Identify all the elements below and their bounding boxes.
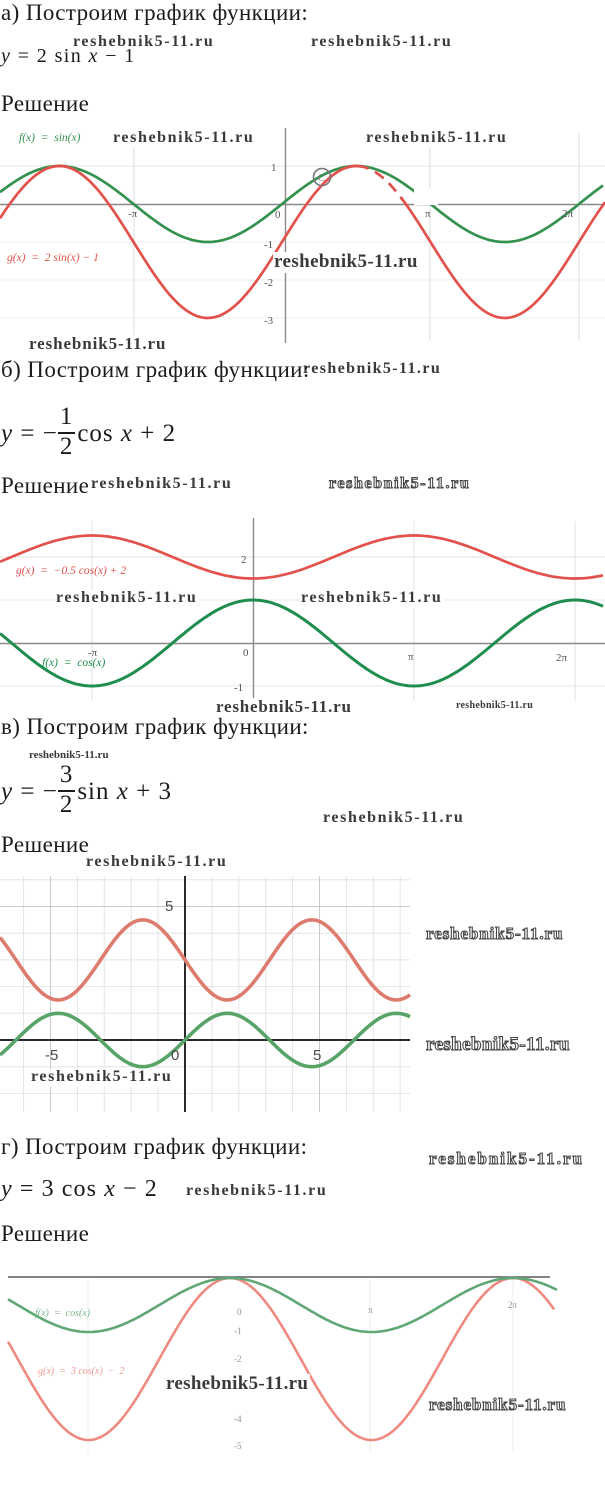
svg-text:-3: -3 [264, 315, 274, 327]
svg-text:0: 0 [243, 647, 249, 659]
svg-text:-2: -2 [234, 1354, 242, 1364]
svg-text:-1: -1 [234, 1326, 242, 1336]
svg-text:π: π [425, 208, 431, 220]
svg-text:f(x) = cos(x): f(x) = cos(x) [35, 1308, 91, 1319]
svg-text:-1: -1 [264, 239, 273, 251]
svg-text:g(x) = −0.5 cos(x) + 2: g(x) = −0.5 cos(x) + 2 [16, 565, 126, 577]
svg-text:C: C [318, 173, 325, 184]
svg-text:2: 2 [241, 554, 247, 566]
svg-text:0: 0 [275, 209, 281, 221]
svg-text:g(x) = 3 cos(x) − 2: g(x) = 3 cos(x) − 2 [38, 1366, 125, 1377]
svg-text:π: π [408, 651, 414, 663]
svg-text:-1: -1 [234, 682, 243, 694]
svg-text:-π: -π [88, 647, 98, 659]
svg-text:2π: 2π [562, 208, 574, 220]
svg-text:0: 0 [171, 1047, 179, 1064]
svg-text:2π: 2π [556, 652, 568, 664]
svg-text:π: π [368, 1305, 373, 1315]
svg-text:-5: -5 [234, 1441, 242, 1451]
svg-text:f(x) = cos(x): f(x) = cos(x) [42, 657, 105, 669]
svg-text:1: 1 [271, 162, 277, 174]
svg-text:5: 5 [165, 898, 173, 915]
svg-text:0: 0 [237, 1307, 242, 1317]
svg-text:-4: -4 [234, 1414, 242, 1424]
svg-text:g(x) = 2 sin(x) − 1: g(x) = 2 sin(x) − 1 [7, 252, 99, 264]
svg-text:-5: -5 [45, 1047, 58, 1064]
svg-text:-2: -2 [264, 277, 273, 289]
svg-text:f(x) = sin(x): f(x) = sin(x) [19, 132, 81, 144]
svg-text:5: 5 [313, 1047, 321, 1064]
svg-text:-π: -π [128, 208, 138, 220]
svg-text:2π: 2π [508, 1300, 518, 1310]
